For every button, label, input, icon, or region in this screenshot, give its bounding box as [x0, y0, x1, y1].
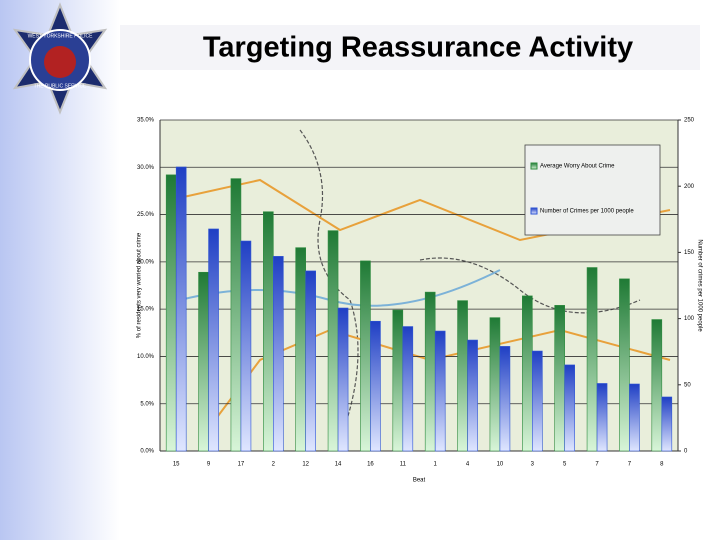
x-tick-label: 2 [272, 462, 276, 468]
y2-tick-label: 0 [684, 449, 688, 455]
bar [586, 267, 598, 452]
bar [661, 396, 673, 452]
legend-label: Number of Crimes per 1000 people [540, 209, 634, 215]
bar [240, 240, 252, 452]
bar [532, 350, 543, 452]
bar [327, 230, 339, 452]
legend-swatch [530, 207, 538, 215]
x-tick-label: 10 [497, 462, 504, 468]
x-tick-label: 11 [400, 462, 407, 468]
y-axis-label: % of residents very worried about crime [137, 232, 143, 338]
y-tick-label: 35.0% [137, 118, 155, 124]
bar [360, 260, 371, 452]
y2-tick-label: 50 [684, 382, 691, 388]
bar [230, 178, 242, 452]
y2-tick-label: 250 [684, 118, 695, 124]
y2-tick-label: 200 [684, 184, 695, 190]
bar [467, 339, 478, 452]
bar [619, 278, 630, 452]
x-tick-label: 3 [531, 462, 535, 468]
bar [305, 270, 316, 452]
y-tick-label: 15.0% [137, 307, 155, 313]
bar [370, 320, 381, 452]
bar [564, 364, 575, 452]
bar [522, 295, 533, 452]
y2-tick-label: 150 [684, 250, 695, 256]
y-tick-label: 10.0% [137, 354, 155, 360]
bar [175, 166, 187, 452]
x-axis-label: Beat [413, 478, 426, 484]
x-tick-label: 4 [466, 462, 470, 468]
y-tick-label: 25.0% [137, 212, 155, 218]
bar [554, 305, 565, 452]
x-tick-label: 16 [367, 462, 374, 468]
logo-text: WEST YORKSHIRE POLICE [28, 33, 93, 39]
bar [337, 307, 349, 452]
x-tick-label: 7 [628, 462, 632, 468]
x-tick-label: 5 [563, 462, 567, 468]
x-tick-label: 7 [595, 462, 599, 468]
bar [198, 271, 209, 452]
y-tick-label: 0.0% [140, 449, 154, 455]
y2-axis-label: Number of crimes per 1000 people [696, 239, 702, 332]
bar [402, 326, 414, 452]
x-tick-label: 1 [434, 462, 438, 468]
logo-crest [44, 46, 76, 78]
bar [489, 317, 501, 452]
x-tick-label: 17 [238, 462, 245, 468]
logo-motto: THE PUBLIC SERVICE [34, 83, 87, 89]
bar [263, 211, 274, 452]
bar [424, 291, 436, 452]
logo: WEST YORKSHIRE POLICE THE PUBLIC SERVICE [12, 2, 108, 115]
bar [295, 247, 306, 452]
bar [165, 174, 177, 452]
x-tick-label: 9 [207, 462, 211, 468]
bar [434, 330, 446, 452]
bar [457, 300, 468, 452]
y-tick-label: 30.0% [137, 165, 155, 171]
x-tick-label: 15 [173, 462, 180, 468]
bar [651, 319, 663, 452]
legend-swatch [530, 162, 538, 170]
y-tick-label: 20.0% [137, 259, 155, 265]
legend-label: Average Worry About Crime [540, 164, 615, 170]
bar [273, 256, 284, 452]
bar [208, 228, 219, 452]
title-bar [120, 25, 700, 70]
bar [596, 383, 608, 452]
slide-title: Targeting Reassurance Activity [203, 32, 633, 64]
x-tick-label: 14 [335, 462, 342, 468]
bar [392, 309, 404, 452]
y-tick-label: 5.0% [140, 401, 154, 407]
bar [629, 383, 640, 452]
bar [499, 346, 511, 452]
legend-box [524, 144, 661, 236]
y2-tick-label: 100 [684, 316, 695, 322]
x-tick-label: 12 [302, 462, 309, 468]
x-tick-label: 8 [660, 462, 664, 468]
